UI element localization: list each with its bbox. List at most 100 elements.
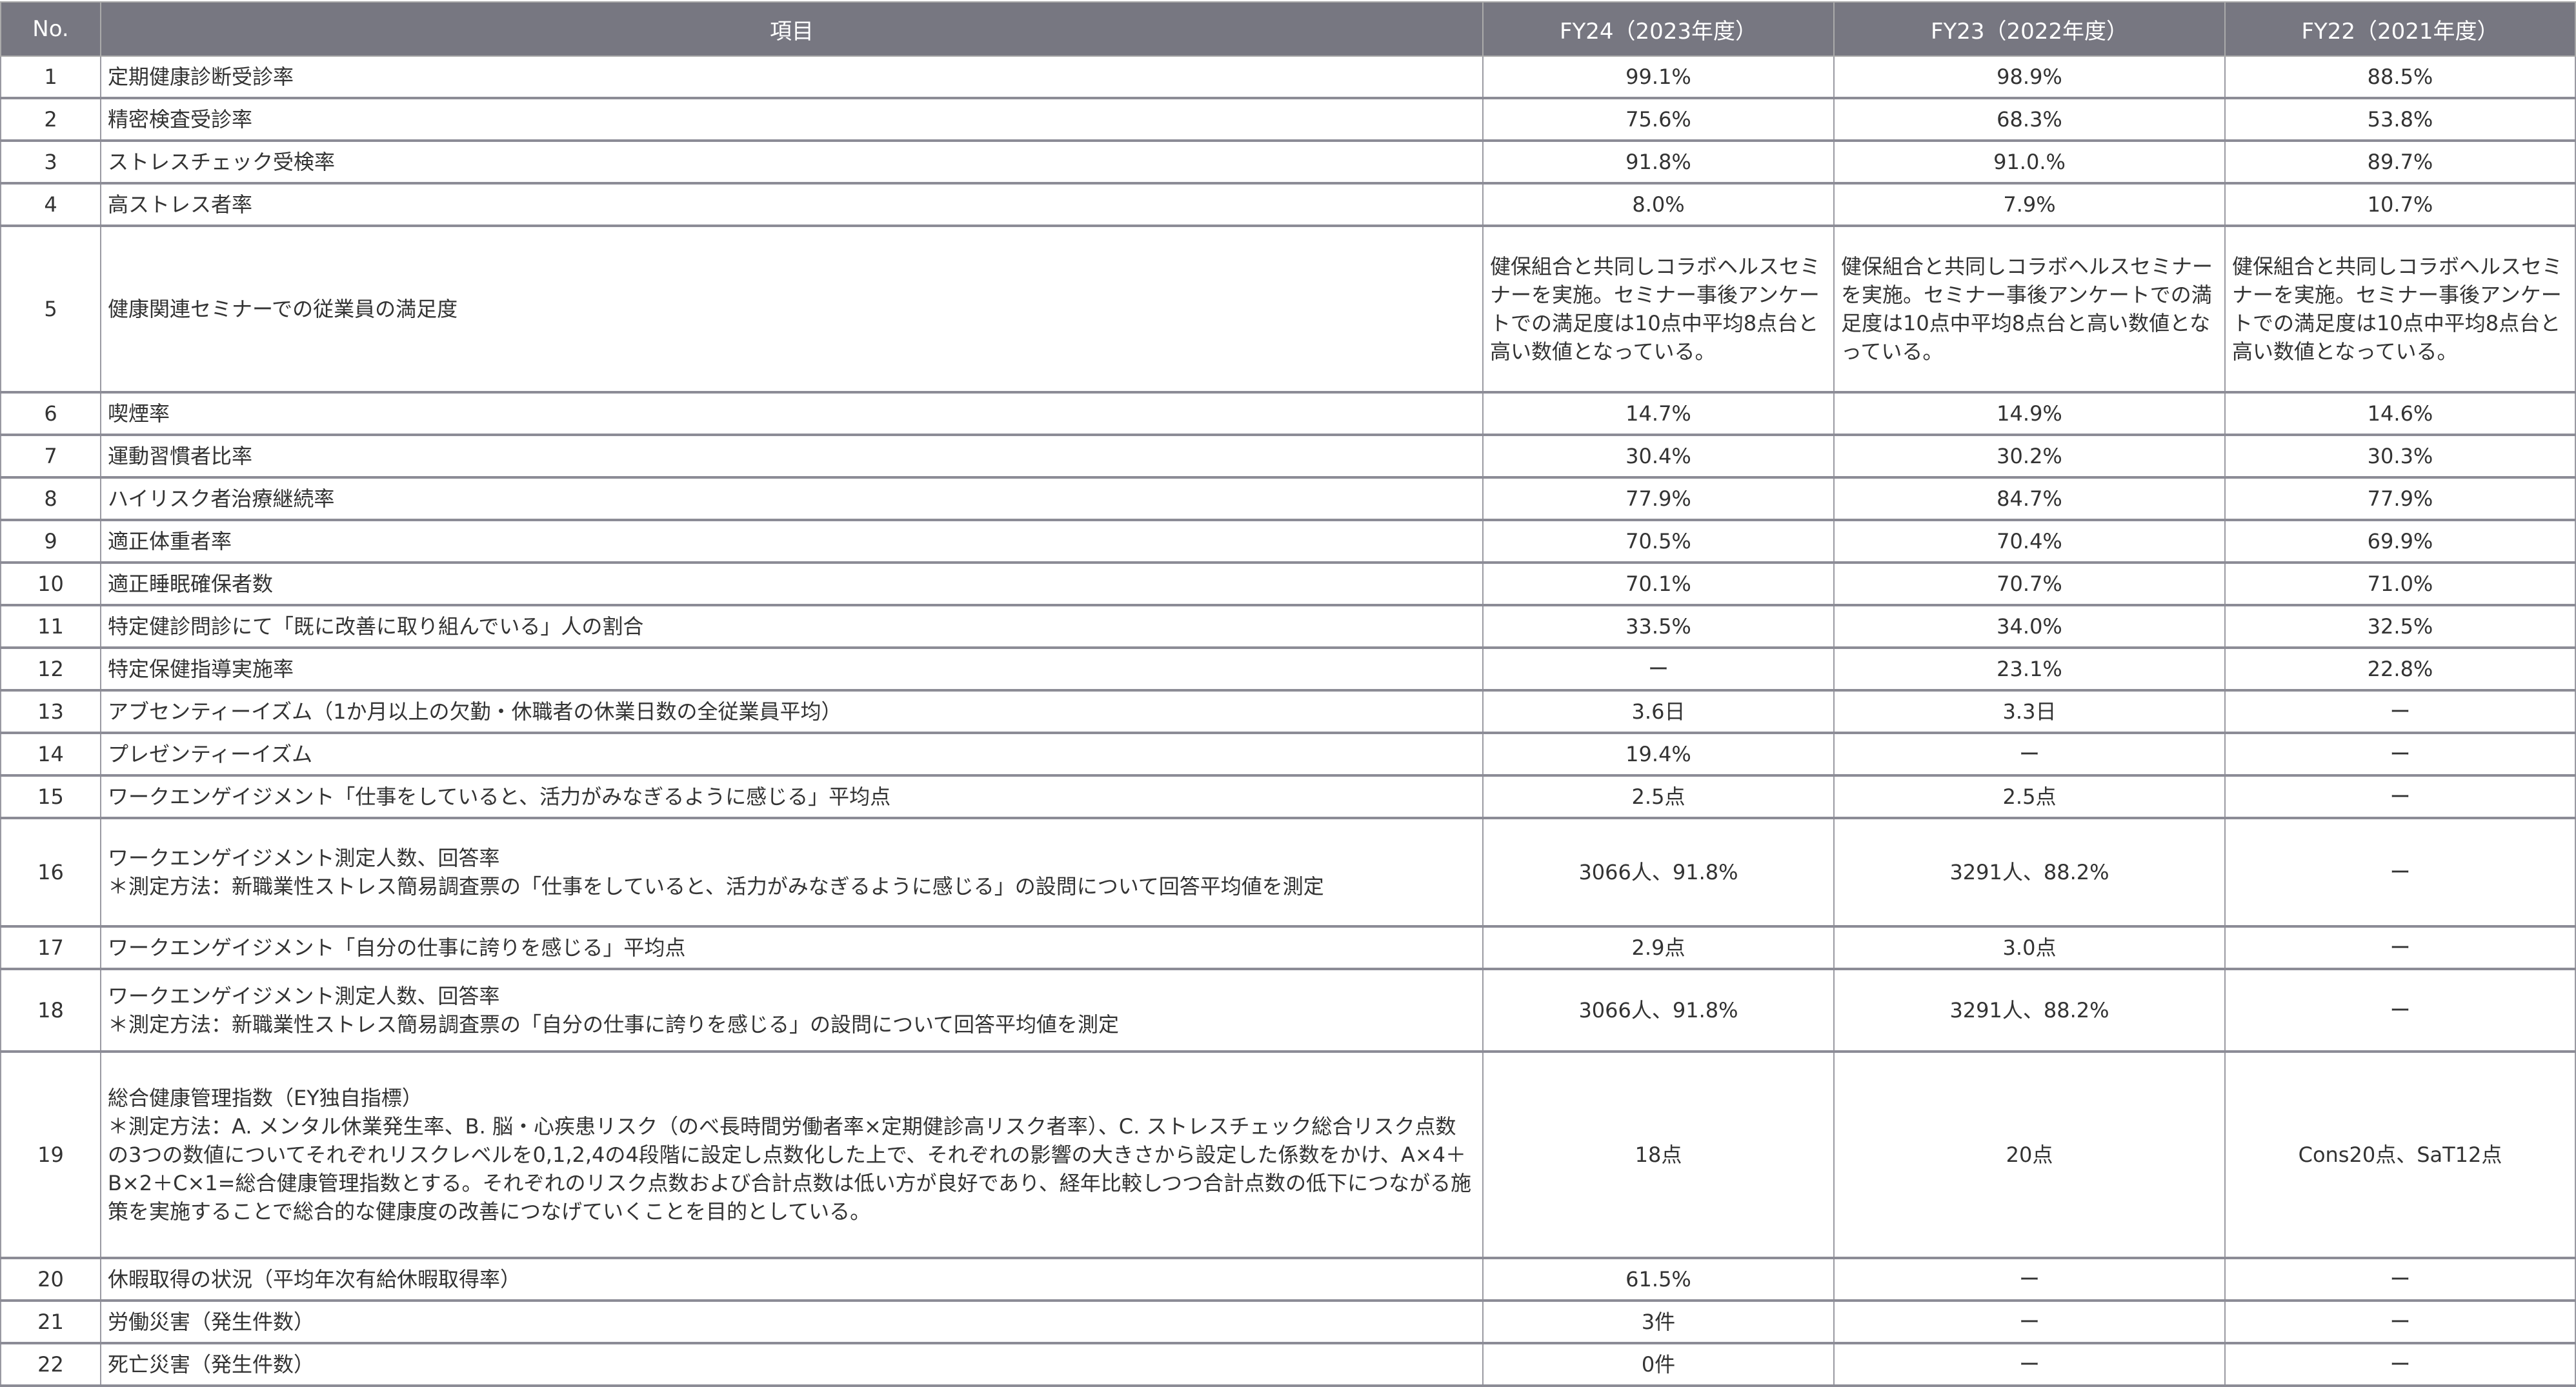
fy24-value: 70.5% (1482, 520, 1835, 564)
item-cell: 精密検査受診率 (100, 98, 1484, 142)
item-cell: 労働災害（発生件数） (100, 1301, 1484, 1344)
row-number: 7 (0, 435, 101, 479)
fy23-value: ー (1833, 1258, 2226, 1302)
fy22-value: 30.3% (2224, 435, 2576, 479)
fy23-value: 30.2% (1833, 435, 2226, 479)
item-cell: ストレスチェック受検率 (100, 141, 1484, 185)
fy24-value: 75.6% (1482, 98, 1835, 142)
row-number: 22 (0, 1343, 101, 1387)
row-number: 1 (0, 56, 101, 99)
row-number: 17 (0, 926, 101, 970)
row-number: 13 (0, 690, 101, 734)
item-label: 健康関連セミナーでの従業員の満足度 (108, 297, 458, 321)
header-fy24: FY24（2023年度） (1482, 1, 1835, 57)
row-number: 3 (0, 141, 101, 185)
item-label: 労働災害（発生件数） (108, 1310, 315, 1334)
fy22-value: ー (2224, 969, 2576, 1053)
item-cell: 適正睡眠確保者数 (100, 563, 1484, 606)
fy22-value: 健保組合と共同しコラボヘルスセミナーを実施。セミナー事後アンケートでの満足度は1… (2224, 226, 2576, 394)
item-note: ＊測定方法：A. メンタル休業発生率、B. 脳・心疾患リスク（のべ長時間労働者率… (108, 1114, 1471, 1224)
row-number: 19 (0, 1052, 101, 1259)
item-cell: ワークエンゲイジメント測定人数、回答率 ＊測定方法：新職業性ストレス簡易調査票の「… (100, 818, 1484, 928)
fy22-value: 88.5% (2224, 56, 2576, 99)
item-cell: 健康関連セミナーでの従業員の満足度 (100, 226, 1484, 394)
item-label: 適正体重者率 (108, 529, 232, 554)
item-cell: プレゼンティーイズム (100, 733, 1484, 777)
item-cell: 定期健康診断受診率 (100, 56, 1484, 99)
fy23-value: 7.9% (1833, 183, 2226, 227)
item-label: ワークエンゲイジメント測定人数、回答率 (108, 984, 500, 1008)
fy24-value: 70.1% (1482, 563, 1835, 606)
fy23-value: 84.7% (1833, 477, 2226, 521)
table-row: 6 喫煙率 14.7% 14.9% 14.6% (0, 392, 2576, 436)
item-note: ＊測定方法：新職業性ストレス簡易調査票の「自分の仕事に誇りを感じる」の設問につい… (108, 1012, 1120, 1037)
table-row: 9 適正体重者率 70.5% 70.4% 69.9% (0, 520, 2576, 564)
fy24-value: 8.0% (1482, 183, 1835, 227)
table-row: 21 労働災害（発生件数） 3件ーー (0, 1301, 2576, 1344)
fy22-value: ー (2224, 733, 2576, 777)
row-number: 8 (0, 477, 101, 521)
table-row: 18 ワークエンゲイジメント測定人数、回答率 ＊測定方法：新職業性ストレス簡易調査票… (0, 969, 2576, 1053)
fy23-value: 健保組合と共同しコラボヘルスセミナーを実施。セミナー事後アンケートでの満足度は1… (1833, 226, 2226, 394)
item-cell: ワークエンゲイジメント測定人数、回答率 ＊測定方法：新職業性ストレス簡易調査票の「… (100, 969, 1484, 1053)
table-row: 1 定期健康診断受診率 99.1% 98.9% 88.5% (0, 56, 2576, 99)
fy24-value: 14.7% (1482, 392, 1835, 436)
item-cell: ワークエンゲイジメント「自分の仕事に誇りを感じる」平均点 (100, 926, 1484, 970)
fy23-value: 14.9% (1833, 392, 2226, 436)
table-row: 16 ワークエンゲイジメント測定人数、回答率 ＊測定方法：新職業性ストレス簡易調査票… (0, 818, 2576, 928)
fy23-value: ー (1833, 733, 2226, 777)
table-row: 7 運動習慣者比率 30.4% 30.2% 30.3% (0, 435, 2576, 479)
item-label: 総合健康管理指数（EY独自指標） (108, 1086, 423, 1110)
item-cell: 特定健診問診にて「既に改善に取り組んでいる」人の割合 (100, 605, 1484, 649)
item-cell: 休暇取得の状況（平均年次有給休暇取得率） (100, 1258, 1484, 1302)
row-number: 21 (0, 1301, 101, 1344)
row-number: 12 (0, 648, 101, 692)
item-cell: 運動習慣者比率 (100, 435, 1484, 479)
fy23-value: 3.0点 (1833, 926, 2226, 970)
item-cell: 喫煙率 (100, 392, 1484, 436)
item-label: 運動習慣者比率 (108, 444, 253, 468)
fy24-value: 33.5% (1482, 605, 1835, 649)
item-label: 特定健診問診にて「既に改善に取り組んでいる」人の割合 (108, 614, 644, 639)
fy22-value: 10.7% (2224, 183, 2576, 227)
header-no: No. (0, 1, 101, 57)
fy24-value: 0件 (1482, 1343, 1835, 1387)
fy24-value: 30.4% (1482, 435, 1835, 479)
item-label: ワークエンゲイジメント「仕事をしていると、活力がみなぎるように感じる」平均点 (108, 784, 891, 809)
fy22-value: 53.8% (2224, 98, 2576, 142)
table-row: 5 健康関連セミナーでの従業員の満足度 健保組合と共同しコラボヘルスセミナーを実施。… (0, 226, 2576, 394)
fy22-value: 14.6% (2224, 392, 2576, 436)
fy23-value: 98.9% (1833, 56, 2226, 99)
fy22-value: 71.0% (2224, 563, 2576, 606)
fy22-value: 77.9% (2224, 477, 2576, 521)
fy23-value: 68.3% (1833, 98, 2226, 142)
fy24-value: ー (1482, 648, 1835, 692)
fy22-value: 69.9% (2224, 520, 2576, 564)
fy23-value: 91.0.% (1833, 141, 2226, 185)
item-cell: 死亡災害（発生件数） (100, 1343, 1484, 1387)
row-number: 5 (0, 226, 101, 394)
header-fy22: FY22（2021年度） (2224, 1, 2576, 57)
item-label: 精密検査受診率 (108, 107, 253, 132)
fy23-value: 70.7% (1833, 563, 2226, 606)
header-item: 項目 (100, 1, 1484, 57)
item-label: 特定保健指導実施率 (108, 657, 294, 681)
fy24-value: 3066人、91.8% (1482, 818, 1835, 928)
item-cell: ワークエンゲイジメント「仕事をしていると、活力がみなぎるように感じる」平均点 (100, 775, 1484, 819)
row-number: 11 (0, 605, 101, 649)
fy24-value: 18点 (1482, 1052, 1835, 1259)
table-row: 14 プレゼンティーイズム 19.4% ーー (0, 733, 2576, 777)
row-number: 10 (0, 563, 101, 606)
fy24-value: 99.1% (1482, 56, 1835, 99)
item-label: ワークエンゲイジメント「自分の仕事に誇りを感じる」平均点 (108, 935, 686, 960)
row-number: 14 (0, 733, 101, 777)
fy23-value: 70.4% (1833, 520, 2226, 564)
item-label: 定期健康診断受診率 (108, 65, 294, 89)
table-row: 4 高ストレス者率 8.0% 7.9% 10.7% (0, 183, 2576, 227)
item-note: ＊測定方法：新職業性ストレス簡易調査票の「仕事をしていると、活力がみなぎるように… (108, 874, 1324, 899)
row-number: 2 (0, 98, 101, 142)
fy24-value: 77.9% (1482, 477, 1835, 521)
item-cell: 適正体重者率 (100, 520, 1484, 564)
item-label: ハイリスク者治療継続率 (108, 486, 335, 511)
